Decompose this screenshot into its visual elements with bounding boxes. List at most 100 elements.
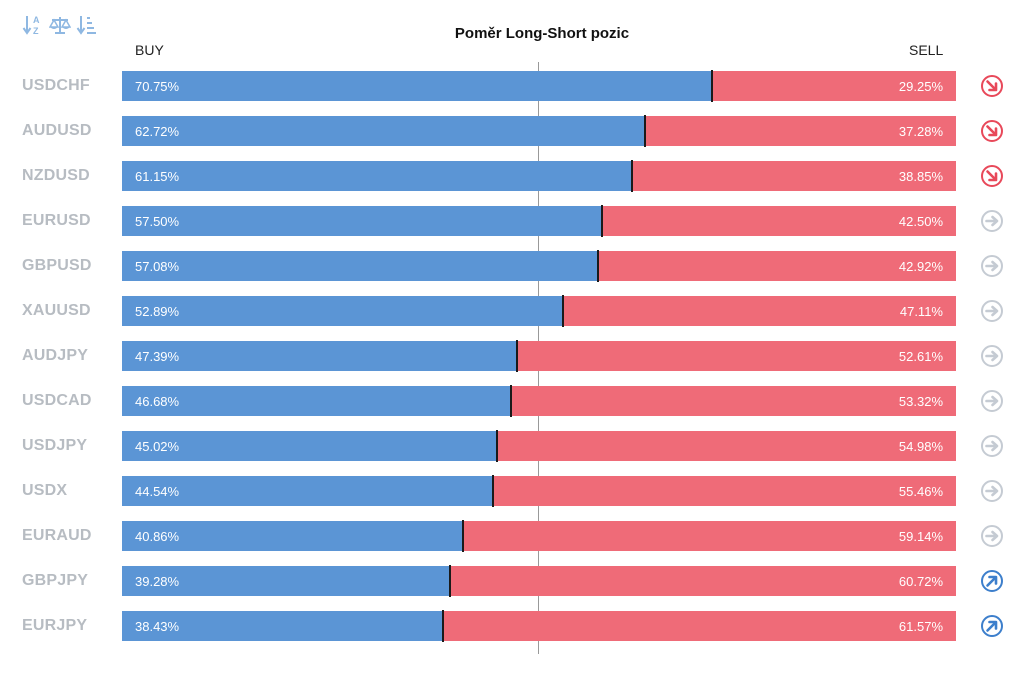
svg-text:Z: Z [33, 26, 39, 36]
symbol-label: NZDUSD [22, 167, 90, 184]
ratio-track: 38.43% 61.57% [122, 610, 956, 642]
arrow-right-icon[interactable] [980, 479, 1004, 503]
buy-percent-label: 57.08% [135, 259, 180, 274]
buy-percent-label: 61.15% [135, 169, 180, 184]
buy-bar: 57.08% [122, 251, 598, 281]
sell-percent-label: 55.46% [898, 484, 943, 499]
ratio-row: EURAUD 40.86% 59.14% [0, 520, 1019, 552]
buy-bar: 39.28% [122, 566, 450, 596]
ratio-divider-marker [516, 340, 518, 372]
ratio-row: USDX 44.54% 55.46% [0, 475, 1019, 507]
arrow-right-icon[interactable] [980, 434, 1004, 458]
sell-column-label: SELL [909, 42, 944, 58]
arrow-right-icon[interactable] [980, 524, 1004, 548]
sort-list-icon[interactable] [76, 12, 98, 38]
sell-percent-label: 54.98% [898, 439, 943, 454]
buy-bar: 40.86% [122, 521, 463, 551]
arrow-right-icon[interactable] [980, 254, 1004, 278]
ratio-divider-marker [711, 70, 713, 102]
sell-bar: 60.72% [450, 566, 956, 596]
symbol-label: EURJPY [22, 617, 88, 634]
buy-percent-label: 47.39% [135, 349, 180, 364]
sell-bar: 61.57% [443, 611, 956, 641]
sell-percent-label: 61.57% [898, 619, 943, 634]
symbol-label: AUDJPY [22, 347, 89, 364]
arrow-right-icon[interactable] [980, 299, 1004, 323]
ratio-divider-marker [597, 250, 599, 282]
symbol-label: EURAUD [22, 527, 92, 544]
buy-bar: 44.54% [122, 476, 493, 506]
buy-bar: 61.15% [122, 161, 632, 191]
arrow-down-right-icon[interactable] [980, 119, 1004, 143]
sell-bar: 37.28% [645, 116, 956, 146]
ratio-row: EURJPY 38.43% 61.57% [0, 610, 1019, 642]
sell-percent-label: 37.28% [898, 124, 943, 139]
buy-column-label: BUY [135, 42, 164, 58]
sell-bar: 38.85% [632, 161, 956, 191]
arrow-up-right-icon[interactable] [980, 614, 1004, 638]
buy-percent-label: 52.89% [135, 304, 180, 319]
sort-alpha-icon[interactable]: A Z [22, 12, 44, 38]
ratio-track: 44.54% 55.46% [122, 475, 956, 507]
ratio-divider-marker [601, 205, 603, 237]
buy-percent-label: 40.86% [135, 529, 180, 544]
ratio-row: GBPJPY 39.28% 60.72% [0, 565, 1019, 597]
arrow-up-right-icon[interactable] [980, 569, 1004, 593]
sell-bar: 53.32% [511, 386, 956, 416]
ratio-track: 47.39% 52.61% [122, 340, 956, 372]
toolbar: A Z [22, 12, 98, 38]
arrow-right-icon[interactable] [980, 344, 1004, 368]
sell-bar: 55.46% [493, 476, 956, 506]
ratio-divider-marker [496, 430, 498, 462]
sell-bar: 52.61% [517, 341, 956, 371]
symbol-label: AUDUSD [22, 122, 92, 139]
buy-bar: 47.39% [122, 341, 517, 371]
buy-percent-label: 62.72% [135, 124, 180, 139]
symbol-label: GBPUSD [22, 257, 92, 274]
ratio-track: 46.68% 53.32% [122, 385, 956, 417]
arrow-right-icon[interactable] [980, 389, 1004, 413]
buy-bar: 52.89% [122, 296, 563, 326]
ratio-divider-marker [449, 565, 451, 597]
ratio-divider-marker [442, 610, 444, 642]
ratio-row: NZDUSD 61.15% 38.85% [0, 160, 1019, 192]
ratio-track: 70.75% 29.25% [122, 70, 956, 102]
arrow-right-icon[interactable] [980, 209, 1004, 233]
arrow-down-right-icon[interactable] [980, 164, 1004, 188]
sell-percent-label: 38.85% [898, 169, 943, 184]
ratio-divider-marker [510, 385, 512, 417]
sell-percent-label: 53.32% [898, 394, 943, 409]
ratio-track: 57.08% 42.92% [122, 250, 956, 282]
ratio-divider-marker [631, 160, 633, 192]
buy-bar: 38.43% [122, 611, 443, 641]
buy-bar: 70.75% [122, 71, 712, 101]
ratio-row: AUDUSD 62.72% 37.28% [0, 115, 1019, 147]
sell-percent-label: 52.61% [898, 349, 943, 364]
balance-scale-icon[interactable] [49, 12, 71, 38]
ratio-divider-marker [562, 295, 564, 327]
ratio-track: 39.28% 60.72% [122, 565, 956, 597]
buy-percent-label: 44.54% [135, 484, 180, 499]
buy-percent-label: 45.02% [135, 439, 180, 454]
ratio-track: 52.89% 47.11% [122, 295, 956, 327]
ratio-track: 62.72% 37.28% [122, 115, 956, 147]
ratio-row: USDCAD 46.68% 53.32% [0, 385, 1019, 417]
sell-bar: 42.50% [602, 206, 956, 236]
ratio-track: 57.50% 42.50% [122, 205, 956, 237]
sell-percent-label: 59.14% [898, 529, 943, 544]
ratio-track: 61.15% 38.85% [122, 160, 956, 192]
sell-percent-label: 29.25% [898, 79, 943, 94]
buy-percent-label: 46.68% [135, 394, 180, 409]
buy-bar: 45.02% [122, 431, 497, 461]
buy-percent-label: 57.50% [135, 214, 180, 229]
sell-percent-label: 60.72% [898, 574, 943, 589]
symbol-label: USDJPY [22, 437, 88, 454]
symbol-label: USDX [22, 482, 68, 499]
sell-percent-label: 47.11% [899, 304, 943, 319]
sell-bar: 59.14% [463, 521, 956, 551]
chart-title: Poměr Long-Short pozic [454, 25, 630, 42]
arrow-down-right-icon[interactable] [980, 74, 1004, 98]
ratio-row: EURUSD 57.50% 42.50% [0, 205, 1019, 237]
buy-bar: 46.68% [122, 386, 511, 416]
ratio-row: AUDJPY 47.39% 52.61% [0, 340, 1019, 372]
